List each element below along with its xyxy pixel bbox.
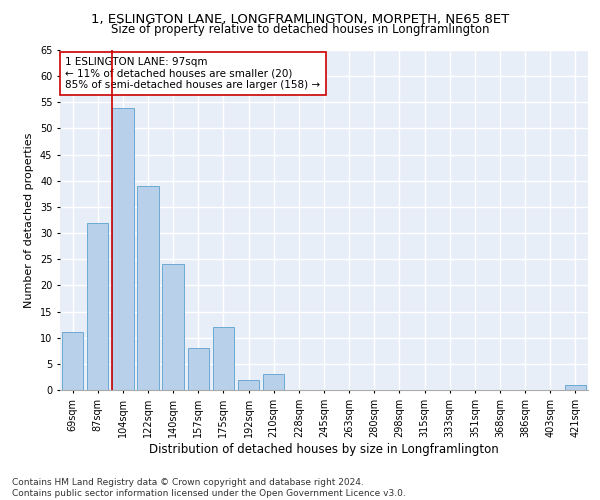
Text: 1, ESLINGTON LANE, LONGFRAMLINGTON, MORPETH, NE65 8ET: 1, ESLINGTON LANE, LONGFRAMLINGTON, MORP…	[91, 12, 509, 26]
Text: Contains HM Land Registry data © Crown copyright and database right 2024.
Contai: Contains HM Land Registry data © Crown c…	[12, 478, 406, 498]
Bar	[87, 222, 109, 390]
Text: Size of property relative to detached houses in Longframlington: Size of property relative to detached ho…	[111, 22, 489, 36]
Bar	[137, 186, 158, 390]
Y-axis label: Number of detached properties: Number of detached properties	[25, 132, 34, 308]
Bar	[238, 380, 259, 390]
Bar	[263, 374, 284, 390]
Bar	[565, 385, 586, 390]
X-axis label: Distribution of detached houses by size in Longframlington: Distribution of detached houses by size …	[149, 442, 499, 456]
Bar	[62, 332, 83, 390]
Bar	[163, 264, 184, 390]
Bar	[188, 348, 209, 390]
Text: 1 ESLINGTON LANE: 97sqm
← 11% of detached houses are smaller (20)
85% of semi-de: 1 ESLINGTON LANE: 97sqm ← 11% of detache…	[65, 57, 320, 90]
Bar	[213, 327, 234, 390]
Bar	[112, 108, 134, 390]
